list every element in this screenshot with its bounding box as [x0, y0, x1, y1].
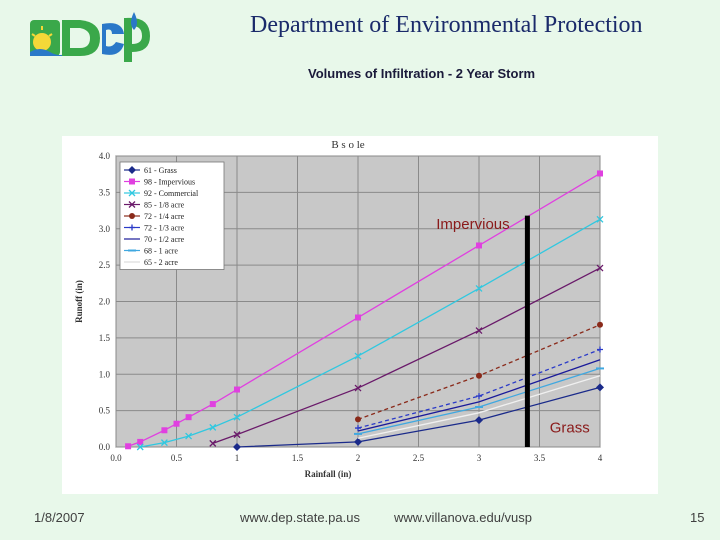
legend-label-0: 61 - Grass	[144, 166, 177, 175]
data-point-s2-3	[209, 423, 217, 431]
data-point-s1-9	[597, 170, 603, 177]
y-axis-label: Runoff (in)	[74, 280, 84, 323]
data-point-s1-8	[476, 242, 482, 249]
data-point-s4-1	[476, 372, 482, 379]
legend-marker-5	[129, 224, 135, 231]
chart-annotation-1: Grass	[550, 419, 590, 436]
footer-link-dep[interactable]: www.dep.state.pa.us	[240, 510, 360, 525]
y-tick-label: 2.0	[99, 297, 111, 307]
data-point-s0-2	[475, 416, 483, 425]
legend-label-3: 85 - 1/8 acre	[144, 201, 185, 210]
y-tick-label: 4.0	[99, 151, 111, 161]
runoff-chart: B s o le 0.0 0.5 1 1.5 2 2.5 3 3.5 4 0.0 0.5 1.0 1.5 2…	[74, 139, 604, 479]
chart-annotation-0: Impervious	[436, 216, 509, 233]
legend-label-7: 68 - 1 acre	[144, 247, 178, 256]
page-title: Department of Environmental Protection	[250, 12, 643, 38]
data-point-s1-1	[137, 438, 144, 445]
data-point-s3-1	[233, 431, 241, 439]
data-point-s1-7	[355, 314, 361, 321]
x-axis-label: Rainfall (in)	[305, 469, 352, 479]
y-tick-label: 1.0	[99, 369, 111, 379]
data-point-s1-3	[173, 420, 180, 427]
slide-subtitle: Volumes of Infiltration - 2 Year Storm	[308, 66, 536, 81]
series-line-6	[357, 359, 601, 432]
data-point-s0-0	[233, 443, 241, 451]
x-tick-label: 4	[598, 453, 603, 463]
data-point-s2-6	[475, 284, 483, 292]
x-tick-label: 0.5	[171, 453, 183, 463]
legend-marker-4	[129, 213, 135, 219]
data-point-s3-2	[354, 384, 362, 392]
series-line-5	[357, 348, 601, 429]
y-tick-label: 0.5	[99, 406, 111, 416]
x-tick-label: 1.5	[292, 453, 304, 463]
y-tick-label: 3.0	[99, 224, 111, 234]
data-point-s4-2	[597, 321, 603, 328]
data-point-s3-4	[596, 264, 604, 272]
data-point-s0-1	[354, 437, 362, 446]
x-tick-label: 3.5	[534, 453, 546, 463]
footer-link-villanova[interactable]: www.villanova.edu/vusp	[394, 510, 533, 525]
y-tick-label: 1.5	[99, 333, 111, 343]
x-tick-label: 0.0	[110, 453, 122, 463]
series-line-1	[127, 172, 601, 447]
data-point-s3-0	[209, 439, 217, 447]
data-point-s1-0	[125, 443, 132, 450]
dep-logo	[30, 12, 150, 62]
data-point-s1-6	[234, 386, 240, 393]
data-point-s2-2	[185, 432, 193, 440]
data-point-s2-0	[136, 443, 144, 451]
legend-marker-2	[128, 189, 136, 197]
y-tick-label: 0.0	[99, 442, 111, 452]
data-point-s1-5	[209, 401, 216, 408]
x-tick-label: 1	[235, 453, 240, 463]
y-tick-label: 2.5	[99, 260, 111, 270]
series-line-2	[140, 218, 601, 448]
data-point-s1-2	[161, 427, 168, 434]
data-point-s5-0	[355, 425, 361, 432]
x-tick-label: 2	[356, 453, 361, 463]
data-point-s1-4	[185, 414, 192, 421]
data-point-s2-5	[354, 352, 362, 360]
legend-label-1: 98 - Impervious	[144, 178, 195, 187]
data-point-s2-7	[596, 215, 604, 223]
chart-title: B s o le	[331, 139, 364, 151]
data-point-s2-1	[160, 439, 168, 447]
data-point-s2-4	[233, 413, 241, 421]
data-point-s3-3	[475, 327, 483, 335]
data-point-s5-2	[597, 346, 603, 353]
legend-label-4: 72 - 1/4 acre	[144, 212, 185, 221]
series-line-8	[357, 375, 601, 439]
x-tick-label: 2.5	[413, 453, 425, 463]
series-line-0	[236, 386, 601, 448]
x-tick-label: 3	[477, 453, 482, 463]
data-point-s5-1	[476, 393, 482, 400]
footer-page-number: 15	[690, 510, 705, 525]
legend-marker-0	[128, 166, 136, 174]
footer-date: 1/8/2007	[34, 510, 85, 525]
legend-label-5: 72 - 1/3 acre	[144, 224, 185, 233]
data-point-s4-0	[355, 416, 361, 423]
legend-marker-1	[129, 178, 135, 185]
data-point-s0-3	[596, 383, 604, 392]
legend-label-2: 92 - Commercial	[144, 189, 199, 198]
legend-marker-3	[128, 201, 136, 208]
y-tick-label: 3.5	[99, 187, 111, 197]
legend-label-8: 65 - 2 acre	[144, 258, 178, 267]
legend-label-6: 70 - 1/2 acre	[144, 235, 185, 244]
